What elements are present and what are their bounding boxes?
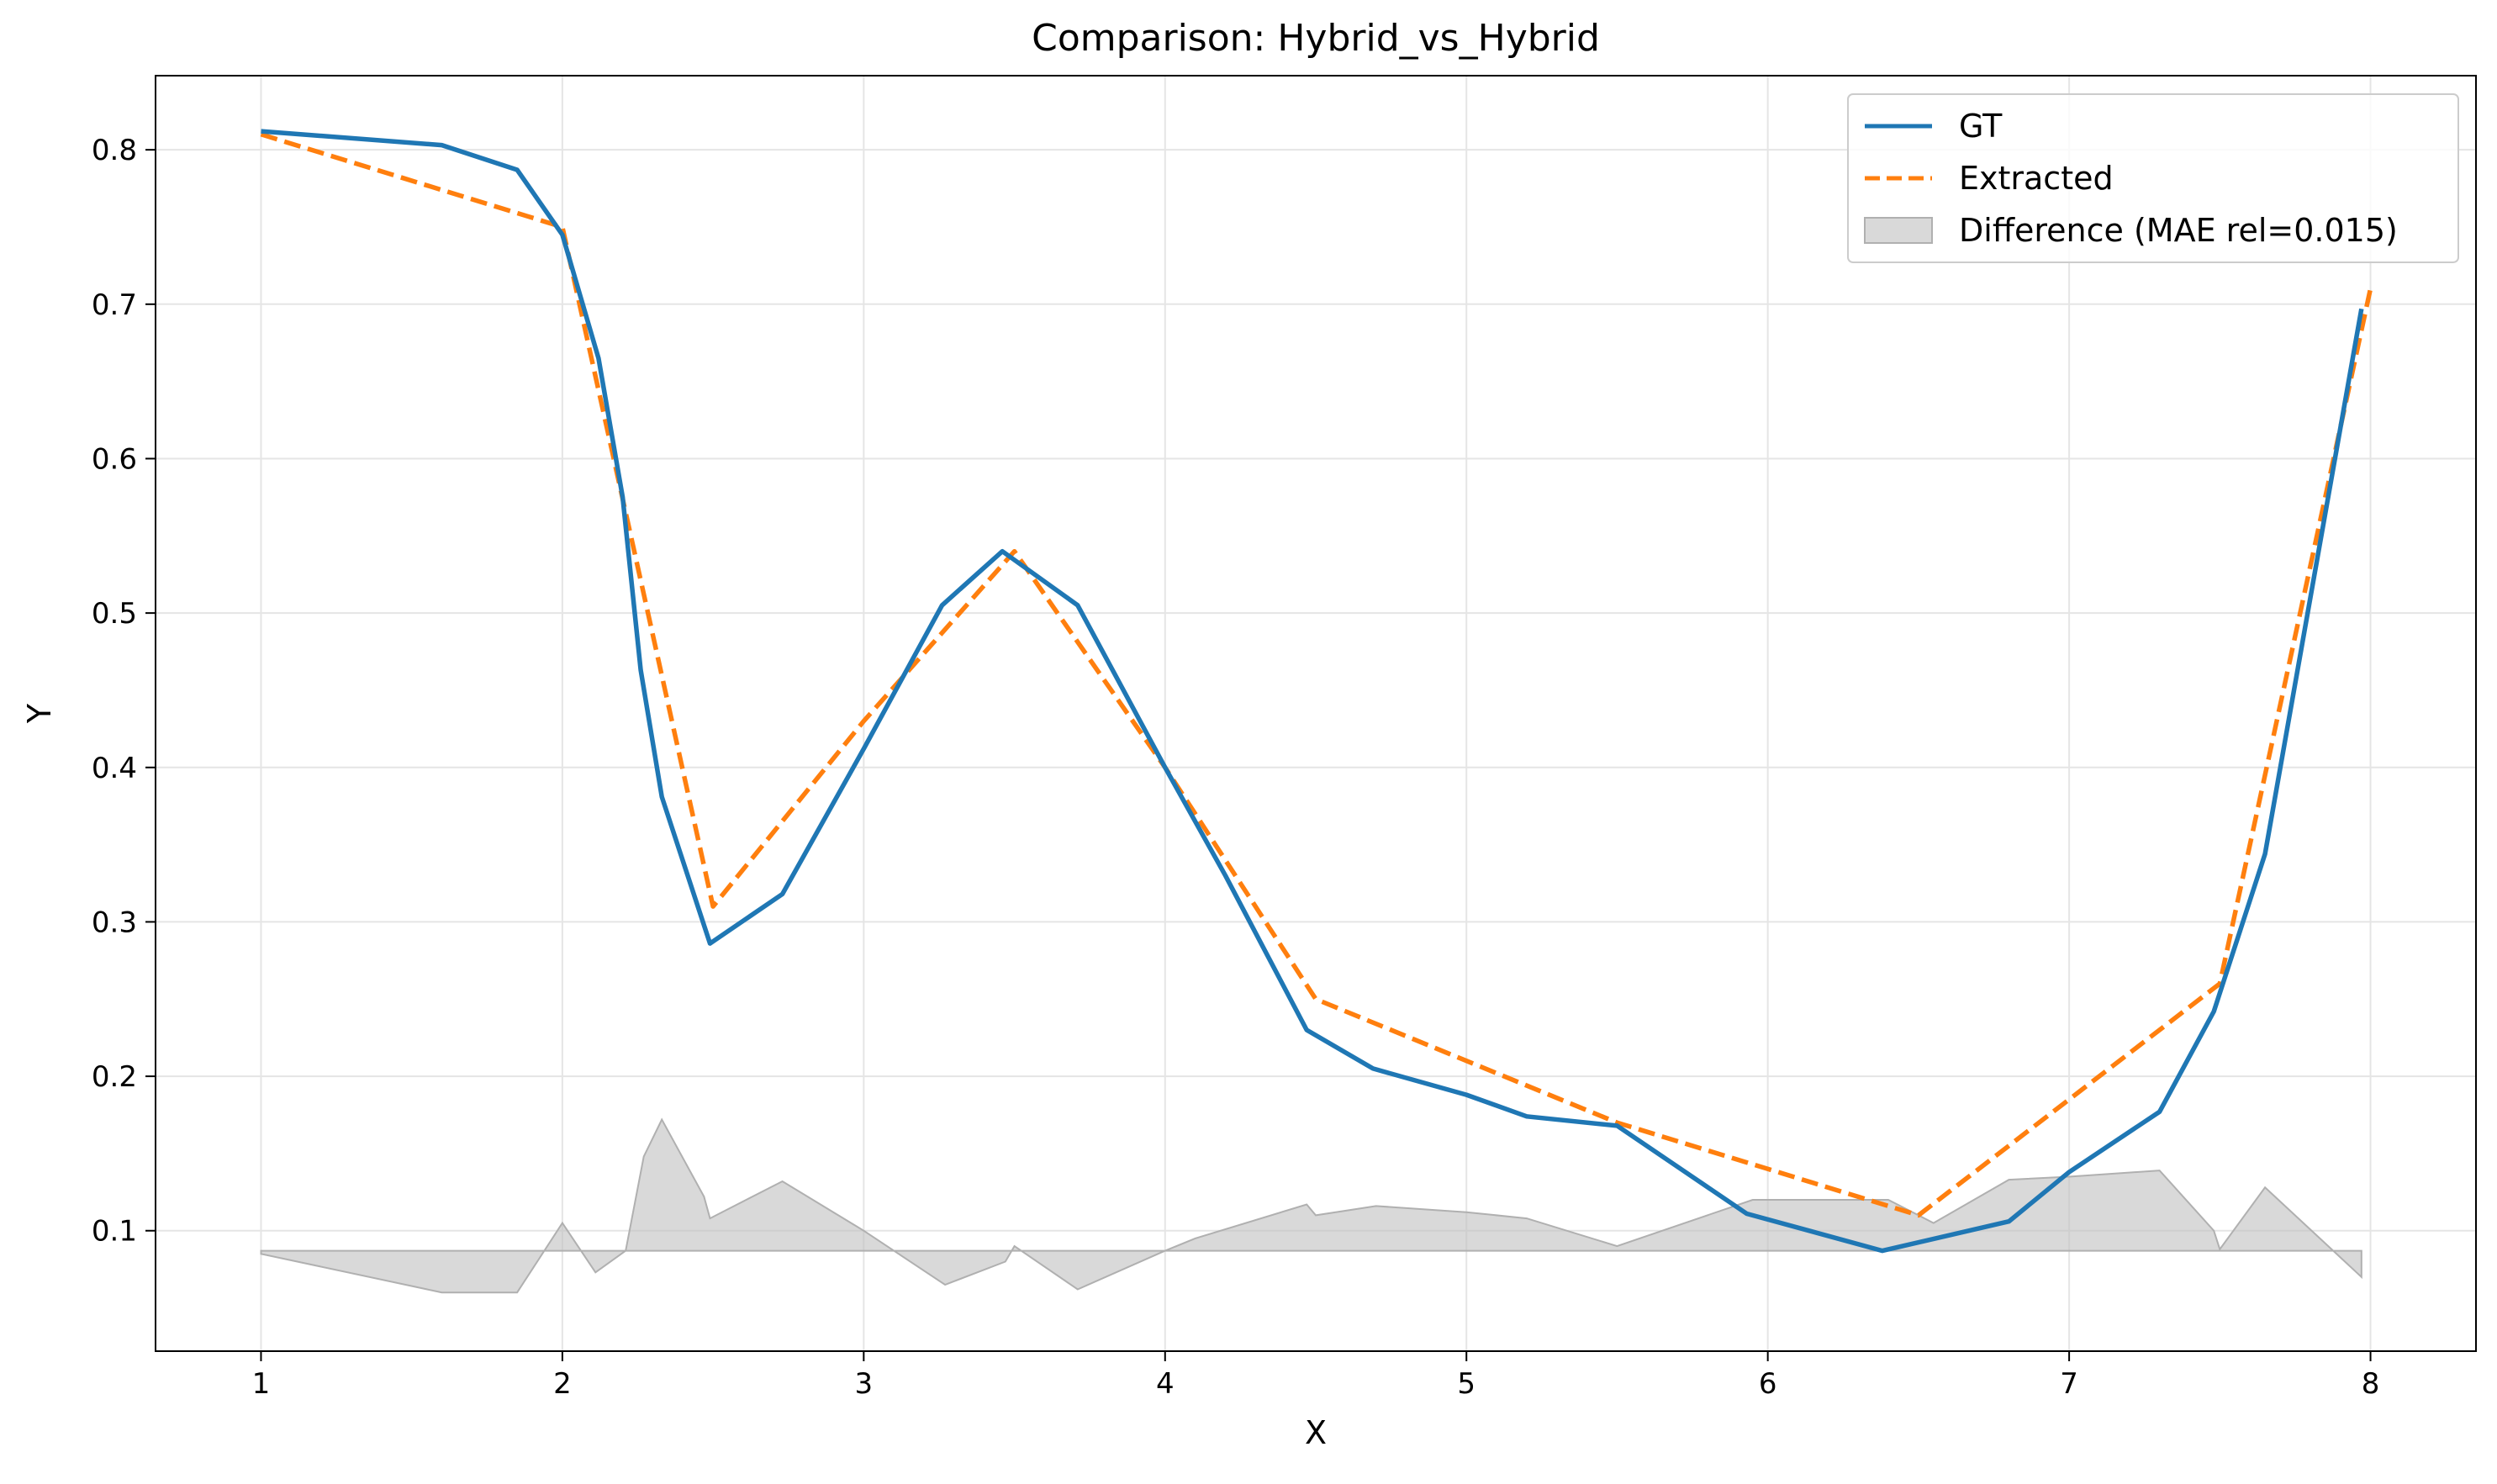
x-tick-label: 7 (2060, 1367, 2078, 1401)
legend-swatch-difference (1864, 217, 1933, 244)
x-tick-label: 1 (252, 1367, 271, 1401)
legend-label-gt: GT (1959, 108, 2003, 145)
y-tick-label: 0.4 (92, 752, 137, 785)
difference-layer (260, 1117, 2362, 1294)
legend-label-extracted: Extracted (1959, 160, 2114, 197)
legend-box (1847, 93, 2459, 263)
x-tick-label: 8 (2362, 1367, 2380, 1401)
y-axis-title: Y (21, 703, 58, 724)
y-tick-label: 0.3 (92, 906, 137, 939)
y-tick-label: 0.6 (92, 442, 137, 476)
chart-title: Comparison: Hybrid_vs_Hybrid (1032, 17, 1600, 60)
y-tick-label: 0.8 (92, 134, 137, 167)
x-tick-label: 2 (553, 1367, 572, 1401)
legend: GT Extracted Difference (MAE rel=0.015) (1847, 93, 2459, 263)
axes-frame (155, 75, 2477, 1352)
grid-layer (156, 76, 2476, 1351)
x-tick-label: 6 (1759, 1367, 1777, 1401)
series-line-extracted (260, 132, 2373, 1218)
difference-area (260, 1117, 2362, 1294)
y-tick-label: 0.1 (92, 1215, 137, 1249)
y-tick-label: 0.7 (92, 288, 137, 322)
x-tick-label: 4 (1156, 1367, 1175, 1401)
x-tick-label: 3 (855, 1367, 874, 1401)
legend-label-difference: Difference (MAE rel=0.015) (1959, 212, 2398, 249)
x-axis-title: X (1305, 1414, 1327, 1451)
tick-layer: 1 2 3 4 5 6 7 8 0.1 0.2 0.3 0.4 0.5 0.6 0.7 0.8 (92, 134, 2379, 1401)
series-line-gt (261, 129, 2364, 1254)
y-tick-label: 0.5 (92, 597, 137, 631)
x-tick-label: 5 (1457, 1367, 1476, 1401)
y-tick-label: 0.2 (92, 1060, 137, 1094)
series-layer (260, 129, 2373, 1254)
